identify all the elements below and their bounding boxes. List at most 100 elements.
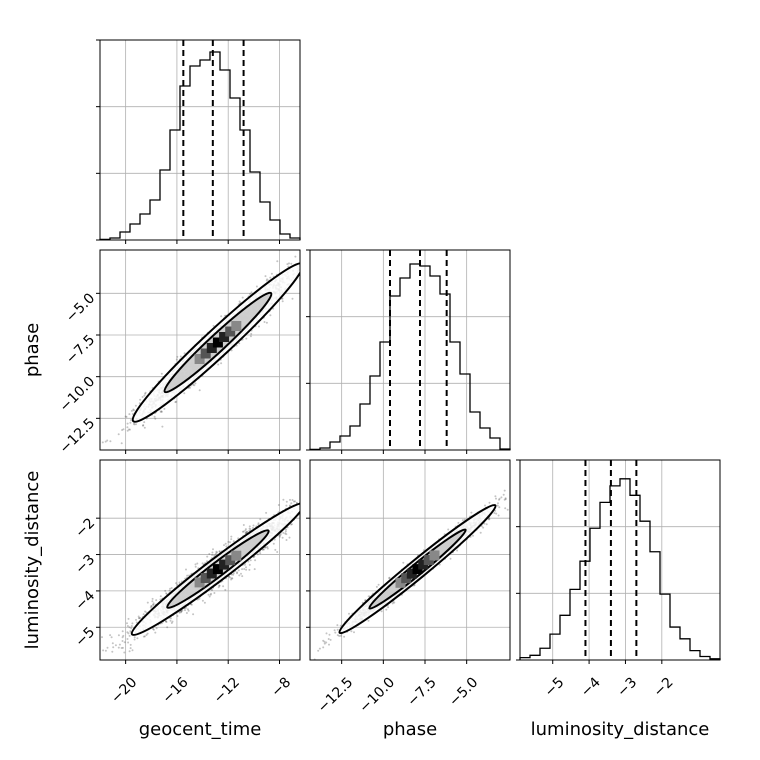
scatter-point — [227, 540, 230, 543]
scatter-point — [154, 631, 157, 634]
scatter-point — [170, 587, 173, 589]
scatter-point — [241, 568, 244, 571]
scatter-point — [245, 566, 247, 569]
scatter-point — [232, 540, 235, 543]
scatter-point — [120, 647, 123, 649]
scatter-point — [300, 506, 302, 508]
scatter-point — [145, 634, 148, 636]
scatter-point — [323, 487, 325, 489]
scatter-point — [278, 535, 281, 538]
scatter-point — [210, 592, 212, 595]
scatter-point — [245, 568, 248, 571]
scatter-point — [218, 584, 221, 587]
scatter-point — [120, 442, 123, 445]
scatter-point — [272, 542, 275, 545]
scatter-point — [143, 421, 146, 424]
scatter-point — [143, 394, 146, 397]
scatter-point — [229, 576, 232, 579]
axes-frame — [309, 249, 511, 451]
scatter-point — [159, 598, 162, 601]
scatter-point — [117, 634, 120, 637]
scatter-point — [142, 613, 145, 616]
scatter-point — [232, 573, 235, 576]
scatter-point — [125, 415, 128, 418]
histogram-phase — [306, 249, 511, 454]
scatter-point — [289, 498, 291, 501]
scatter-point — [138, 617, 141, 619]
scatter-point — [101, 441, 104, 444]
scatter-point — [241, 530, 244, 533]
scatter-point — [117, 433, 120, 436]
scatter-point — [168, 589, 171, 592]
scatter-point — [123, 641, 126, 644]
scatter-point — [230, 535, 233, 538]
scatter-point — [171, 620, 174, 623]
density-bin — [219, 332, 230, 342]
scatter-point — [138, 617, 141, 620]
scatter-point — [126, 638, 129, 640]
scatter-point — [230, 578, 233, 581]
scatter-point — [310, 504, 312, 506]
scatter-point — [109, 634, 112, 637]
scatter-point — [288, 536, 291, 539]
scatter-point — [273, 538, 276, 541]
scatter-point — [184, 609, 186, 612]
scatter-point — [281, 297, 284, 300]
scatter-point — [129, 647, 132, 650]
scatter-point — [240, 572, 242, 575]
density-bin — [200, 348, 211, 359]
scatter-point — [109, 440, 112, 443]
scatter-point — [146, 601, 149, 604]
scatter-point — [126, 622, 128, 625]
scatter-point — [265, 279, 268, 282]
scatter-point — [127, 641, 130, 644]
scatter-point — [159, 595, 162, 598]
scatter-point — [150, 605, 153, 608]
scatter-point — [304, 253, 306, 255]
scatter-point — [215, 550, 218, 553]
scatter-point — [208, 595, 211, 598]
scatter-point — [290, 523, 292, 526]
scatter-point — [104, 649, 107, 652]
scatter-point — [325, 234, 327, 236]
scatter-point — [129, 630, 132, 633]
scatter-point — [151, 597, 154, 600]
scatter-point — [238, 300, 241, 303]
scatter-point — [276, 551, 279, 553]
scatter-point — [290, 502, 293, 505]
scatter-point — [153, 415, 156, 418]
scatter-point — [106, 646, 109, 649]
scatter-point — [198, 597, 201, 600]
scatter-point — [220, 315, 223, 318]
scatter-point — [126, 631, 129, 634]
scatter-point — [220, 362, 223, 365]
scatter-point — [201, 599, 204, 602]
scatter-point — [281, 536, 284, 539]
scatter-point — [175, 582, 178, 585]
density-bin — [212, 337, 223, 348]
scatter-point — [285, 528, 287, 531]
density-bin — [206, 343, 217, 353]
scatter-point — [143, 426, 146, 429]
scatter-point — [286, 263, 289, 266]
scatter-point — [276, 260, 279, 263]
scatter-point — [185, 612, 188, 614]
scatter-point — [138, 402, 141, 405]
scatter-point — [303, 266, 305, 268]
scatter-point — [135, 423, 137, 426]
scatter-point — [110, 636, 113, 639]
scatter-point — [230, 577, 233, 580]
histogram-step-line — [309, 263, 511, 451]
scatter-point — [111, 452, 113, 454]
scatter-point — [222, 585, 225, 588]
scatter-point — [284, 530, 287, 533]
scatter-point — [211, 551, 214, 554]
scatter-point — [178, 611, 181, 614]
scatter-point — [152, 603, 155, 606]
panel-content — [100, 234, 327, 454]
scatter-point — [242, 530, 245, 533]
scatter-point — [300, 273, 302, 275]
scatter-point — [243, 568, 246, 570]
scatter-point — [185, 606, 188, 609]
scatter-point — [104, 440, 107, 443]
